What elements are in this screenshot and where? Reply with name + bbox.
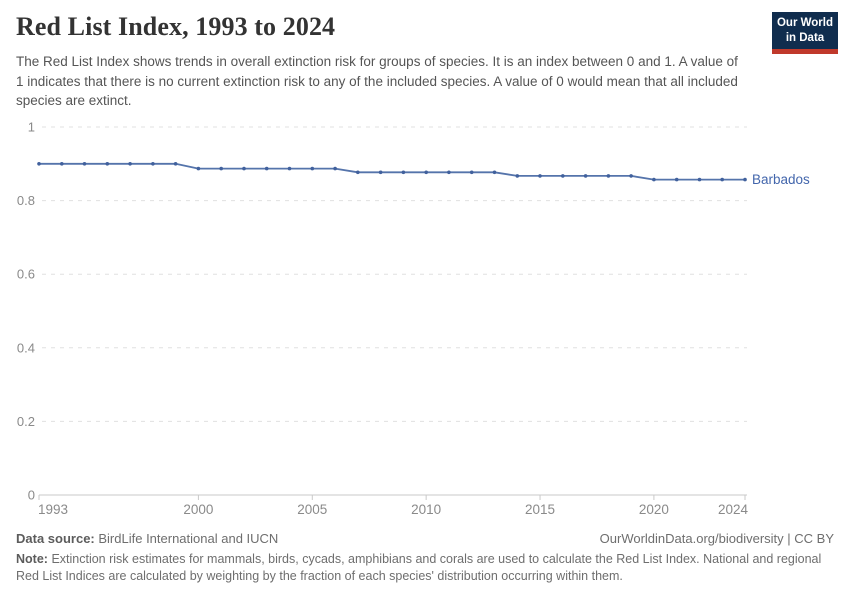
data-point[interactable] [561,174,565,178]
logo-line1: Our World [776,17,833,29]
data-point[interactable] [720,177,724,182]
data-point[interactable] [105,162,110,166]
chart-note: Note: Extinction risk estimates for mamm… [16,551,834,585]
data-source-label: Data source: [16,531,95,546]
data-point[interactable] [697,177,702,182]
data-point[interactable] [606,174,611,178]
data-point[interactable] [469,170,474,175]
data-point[interactable] [219,166,223,171]
x-tick-label: 2005 [297,502,327,517]
x-tick-label: 2000 [183,502,213,517]
data-point[interactable] [128,162,132,166]
note-text: Extinction risk estimates for mammals, b… [16,552,822,583]
data-point[interactable] [492,170,497,175]
data-point[interactable] [196,166,201,171]
data-point[interactable] [173,162,178,166]
license-link[interactable]: OurWorldinData.org/biodiversity | CC BY [599,531,834,546]
data-point[interactable] [60,162,64,166]
data-point[interactable] [583,174,588,178]
data-source-text: BirdLife International and IUCN [98,531,279,546]
x-tick-label: 1993 [38,502,68,517]
data-point[interactable] [264,166,269,171]
logo-line2: in Data [785,31,825,44]
data-point[interactable] [447,170,451,175]
data-point[interactable] [356,170,360,175]
x-tick-label: 2010 [411,502,441,517]
series-label[interactable]: Barbados [752,172,810,187]
data-point[interactable] [401,170,406,175]
data-point[interactable] [515,174,520,178]
note-label: Note: [16,552,48,566]
data-point[interactable] [674,177,679,182]
data-point[interactable] [151,162,155,166]
data-point[interactable] [82,162,87,166]
data-point[interactable] [37,162,41,166]
data-point[interactable] [629,174,633,178]
trend-line [38,162,746,181]
data-point[interactable] [310,166,315,171]
data-source: Data source: BirdLife International and … [16,531,278,546]
page-title: Red List Index, 1993 to 2024 [16,12,336,41]
x-tick-label: 2020 [639,502,669,517]
data-point[interactable] [652,177,656,182]
y-tick-label: 0 [28,488,35,503]
chart-svg[interactable]: 0 0.2 0.4 0.6 0.8 1 1993 2000 2005 2010 2015 2020 20… [0,115,850,531]
data-point[interactable] [287,166,292,171]
owid-logo[interactable]: Our World in Data [772,12,838,54]
chart-footer: Data source: BirdLife International and … [16,531,834,585]
y-tick-label: 0.8 [17,193,35,208]
x-tick-label: 2024 [718,502,749,517]
data-point[interactable] [242,166,246,171]
y-tick-label: 0.4 [17,340,35,355]
data-point[interactable] [538,174,542,178]
y-tick-label: 0.6 [17,267,35,282]
y-tick-label: 0.2 [17,414,35,429]
data-point[interactable] [378,170,383,175]
data-point[interactable] [424,170,429,175]
x-tick-label: 2015 [525,502,555,517]
data-point[interactable] [333,166,337,171]
chart-subtitle: The Red List Index shows trends in overa… [16,54,738,108]
data-point[interactable] [743,177,747,182]
y-tick-label: 1 [28,120,35,135]
